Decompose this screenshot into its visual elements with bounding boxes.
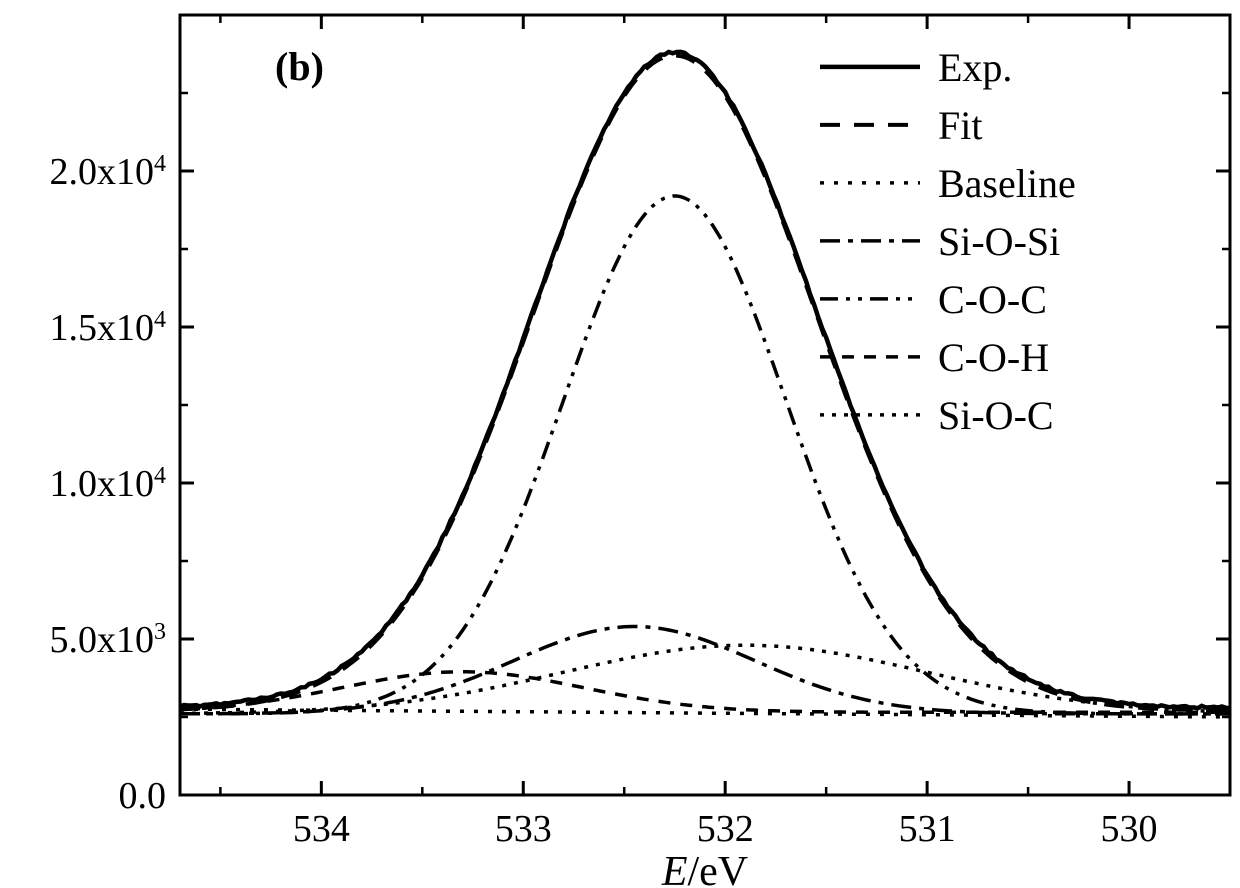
legend-label-fit: Fit [938, 103, 982, 148]
series-coc [180, 196, 1230, 714]
legend: Exp. Fit Baseline Si-O-Si C-O-C C-O-H Si-O-C [820, 45, 1076, 438]
x-tick-label: 533 [495, 808, 552, 850]
legend-label-coh: C-O-H [938, 335, 1049, 380]
x-tick-label: 530 [1101, 808, 1158, 850]
x-tick-label: 531 [899, 808, 956, 850]
panel-label: (b) [275, 44, 324, 89]
y-tick-label: 1.5x104 [50, 307, 167, 349]
legend-label-exp: Exp. [938, 45, 1012, 90]
y-tick-label: 0.0 [119, 775, 167, 817]
xps-spectrum-chart: 534 533 532 531 530 0.0 5.0x103 1.0x104 1.5x104 2… [0, 0, 1240, 888]
y-tick-label: 5.0x103 [50, 619, 167, 661]
series-fit [180, 56, 1230, 711]
plot-frame [180, 15, 1230, 795]
legend-label-sioc: Si-O-C [938, 393, 1054, 438]
series-sioc [180, 645, 1230, 713]
y-tick-label: 1.0x104 [50, 463, 167, 505]
x-axis-label: E/eV [661, 849, 748, 888]
y-tick-label: 2.0x104 [50, 151, 167, 193]
legend-label-coc: C-O-C [938, 277, 1047, 322]
series-exp [180, 52, 1230, 708]
plot-series-group [180, 52, 1230, 717]
x-tick-label: 534 [293, 808, 350, 850]
legend-label-baseline: Baseline [938, 161, 1076, 206]
x-tick-label: 532 [697, 808, 754, 850]
legend-label-siosi: Si-O-Si [938, 219, 1060, 264]
